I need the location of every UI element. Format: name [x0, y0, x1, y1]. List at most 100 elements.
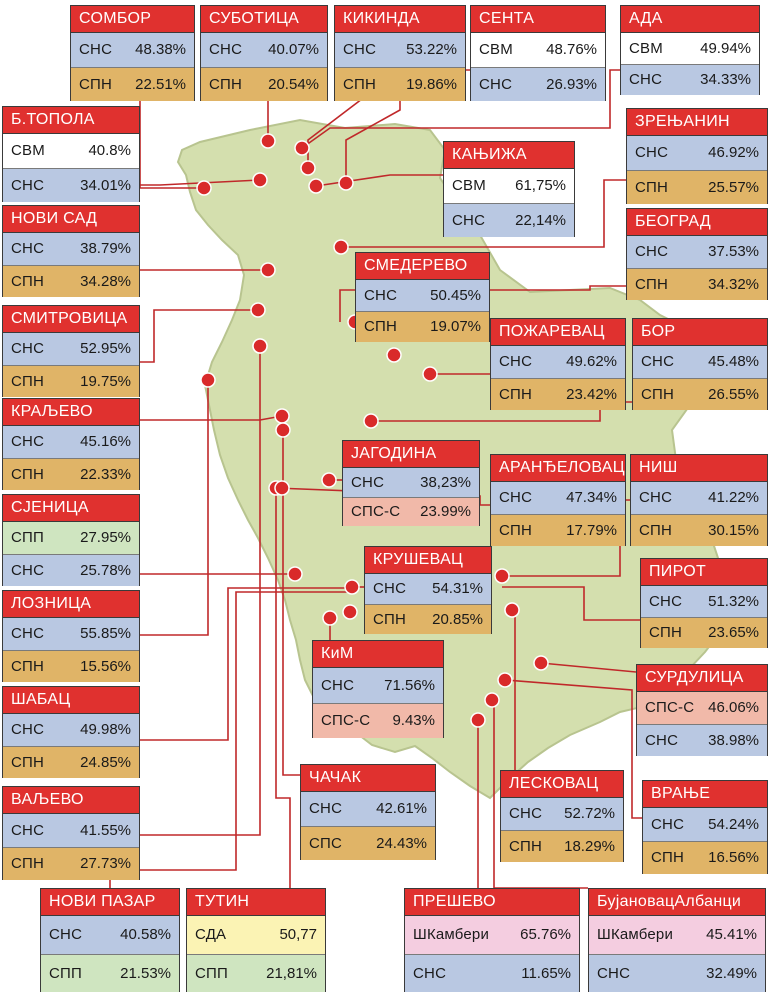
- cacak-city-dot[interactable]: [275, 422, 291, 438]
- novisad-city-dot[interactable]: [260, 262, 276, 278]
- novipazar-results-box[interactable]: НОВИ ПАЗАР СНС 40.58% СПП 21.53%: [40, 888, 180, 992]
- party-label: СПС: [309, 834, 343, 852]
- bujanovac-results-box[interactable]: БујановацАлбанци ШКамбери 45.41% СНС 32.49%: [588, 888, 766, 992]
- vranje-city-dot[interactable]: [497, 672, 513, 688]
- leskovac-title: ЛЕСКОВАЦ: [501, 771, 623, 798]
- zrenjanin-results-box[interactable]: ЗРЕЊАНИН СНС 46.92% СПН 25.57%: [626, 108, 768, 204]
- pozarevac-title: ПОЖАРЕВАЦ: [491, 319, 625, 346]
- krusevac-result-row: СНС 54.31%: [365, 574, 491, 604]
- surdulica-city-dot[interactable]: [533, 655, 549, 671]
- zrenjanin-connector-line: [341, 179, 626, 248]
- leskovac-city-dot[interactable]: [504, 602, 520, 618]
- party-label: СНС: [645, 731, 679, 749]
- nis-results-box[interactable]: НИШ СНС 41.22% СПН 30.15%: [630, 454, 768, 546]
- valjevo-city-dot[interactable]: [252, 338, 268, 354]
- party-label: СПС-С: [645, 699, 695, 717]
- kraljevo-results-box[interactable]: КРАЉЕВО СНС 45.16% СПН 22.33%: [2, 398, 140, 490]
- arandjelovac-results-box[interactable]: АРАНЂЕЛОВАЦ СНС 47.34% СПН 17.79%: [490, 454, 626, 546]
- bujanovac-city-dot[interactable]: [484, 692, 500, 708]
- kanjiza-results-box[interactable]: КАЊИЖА СВМ 61,75% СНС 22,14%: [443, 141, 575, 237]
- pozarevac-city-dot[interactable]: [422, 366, 438, 382]
- loznica-city-dot[interactable]: [200, 372, 216, 388]
- kikinda-city-dot[interactable]: [338, 175, 354, 191]
- party-label: СВМ: [479, 41, 513, 59]
- bujanovac-title: БујановацАлбанци: [589, 889, 765, 916]
- kraljevo-result-row: СПН 22.33%: [3, 457, 139, 490]
- party-label: СНС: [11, 340, 45, 358]
- smederevo-city-dot[interactable]: [386, 347, 402, 363]
- loznica-results-box[interactable]: ЛОЗНИЦА СНС 55.85% СПН 15.56%: [2, 590, 140, 682]
- cacak-results-box[interactable]: ЧАЧАК СНС 42.61% СПС 24.43%: [300, 764, 436, 860]
- percentage-value: 53.22%: [406, 41, 457, 59]
- senta-results-box[interactable]: СЕНТА СВМ 48.76% СНС 26.93%: [470, 5, 606, 101]
- leskovac-result-row: СПН 18.29%: [501, 829, 623, 862]
- surdulica-results-box[interactable]: СУРДУЛИЦА СПС-С 46.06% СНС 38.98%: [636, 664, 768, 756]
- krusevac-results-box[interactable]: КРУШЕВАЦ СНС 54.31% СПН 20.85%: [364, 546, 492, 634]
- pirot-connector-line: [502, 586, 640, 621]
- sjenica-result-row: СПП 27.95%: [3, 522, 139, 554]
- percentage-value: 49.94%: [700, 39, 751, 57]
- sjenica-results-box[interactable]: СЈЕНИЦА СПП 27.95% СНС 25.78%: [2, 494, 140, 586]
- valjevo-results-box[interactable]: ВАЉЕВО СНС 41.55% СПН 27.73%: [2, 786, 140, 880]
- tutin-results-box[interactable]: ТУТИН СДА 50,77 СПП 21,81%: [186, 888, 326, 992]
- party-label: СПН: [79, 75, 113, 93]
- party-label: СПН: [635, 178, 669, 196]
- senta-city-dot[interactable]: [300, 160, 316, 176]
- jagodina-results-box[interactable]: ЈАГОДИНА СНС 38,23% СПС-С 23.99%: [342, 440, 480, 526]
- percentage-value: 54.24%: [708, 815, 759, 833]
- novipazar-city-dot[interactable]: [342, 604, 358, 620]
- party-label: СПН: [373, 610, 407, 628]
- party-label: СНС: [629, 71, 663, 89]
- smederevo-results-box[interactable]: СМЕДЕРЕВО СНС 50.45% СПН 19.07%: [355, 252, 490, 342]
- sjenica-city-dot[interactable]: [287, 566, 303, 582]
- percentage-value: 21.53%: [120, 964, 171, 982]
- vranje-title: ВРАЊЕ: [643, 781, 767, 808]
- presevo-results-box[interactable]: ПРЕШЕВО ШКамбери 65.76% СНС 11.65%: [404, 888, 580, 992]
- party-label: СПН: [11, 372, 45, 390]
- bujanovac-result-row: ШКамбери 45.41%: [589, 916, 765, 954]
- pozarevac-results-box[interactable]: ПОЖАРЕВАЦ СНС 49.62% СПН 23.42%: [490, 318, 626, 410]
- kraljevo-city-dot[interactable]: [274, 408, 290, 424]
- sabac-results-box[interactable]: ШАБАЦ СНС 49.98% СПН 24.85%: [2, 686, 140, 778]
- kikinda-results-box[interactable]: КИКИНДА СНС 53.22% СПН 19.86%: [334, 5, 466, 101]
- pirot-results-box[interactable]: ПИРОТ СНС 51.32% СПН 23.65%: [640, 558, 768, 648]
- kim-results-box[interactable]: КиМ СНС 71.56% СПС-С 9.43%: [312, 640, 444, 738]
- percentage-value: 40.8%: [88, 142, 131, 160]
- subotica-results-box[interactable]: СУБОТИЦА СНС 40.07% СПН 20.54%: [200, 5, 328, 101]
- leskovac-results-box[interactable]: ЛЕСКОВАЦ СНС 52.72% СПН 18.29%: [500, 770, 624, 862]
- ada-results-box[interactable]: АДА СВМ 49.94% СНС 34.33%: [620, 5, 760, 95]
- party-label: СПП: [11, 529, 44, 547]
- sombor-results-box[interactable]: СОМБОР СНС 48.38% СПН 22.51%: [70, 5, 195, 101]
- ada-city-dot[interactable]: [294, 140, 310, 156]
- party-label: СПН: [499, 385, 533, 403]
- presevo-city-dot[interactable]: [470, 712, 486, 728]
- zrenjanin-city-dot[interactable]: [333, 239, 349, 255]
- novipazar-title: НОВИ ПАЗАР: [41, 889, 179, 916]
- jagodina-city-dot[interactable]: [321, 472, 337, 488]
- kraljevo-result-row: СНС 45.16%: [3, 426, 139, 458]
- novisad-results-box[interactable]: НОВИ САД СНС 38.79% СПН 34.28%: [2, 205, 140, 297]
- party-label: СНС: [11, 176, 45, 194]
- kanjiza-city-dot[interactable]: [308, 178, 324, 194]
- party-label: СНС: [651, 815, 685, 833]
- party-label: СПН: [649, 624, 683, 642]
- tutin-city-dot[interactable]: [274, 480, 290, 496]
- subotica-city-dot[interactable]: [260, 133, 276, 149]
- percentage-value: 20.85%: [432, 610, 483, 628]
- percentage-value: 32.49%: [706, 964, 757, 982]
- smitrovica-results-box[interactable]: СМИТРОВИЦА СНС 52.95% СПН 19.75%: [2, 305, 140, 397]
- btopola-results-box[interactable]: Б.ТОПОЛА СВМ 40.8% СНС 34.01%: [2, 106, 140, 202]
- sombor-city-dot[interactable]: [196, 180, 212, 196]
- krusevac-city-dot[interactable]: [344, 579, 360, 595]
- subotica-result-row: СПН 20.54%: [201, 66, 327, 101]
- bor-results-box[interactable]: БОР СНС 45.48% СПН 26.55%: [632, 318, 768, 410]
- btopola-city-dot[interactable]: [252, 172, 268, 188]
- smitrovica-city-dot[interactable]: [250, 302, 266, 318]
- vranje-results-box[interactable]: ВРАЊЕ СНС 54.24% СПН 16.56%: [642, 780, 768, 874]
- beograd-results-box[interactable]: БЕОГРАД СНС 37.53% СПН 34.32%: [626, 208, 768, 300]
- sabac-result-row: СНС 49.98%: [3, 714, 139, 746]
- nis-city-dot[interactable]: [494, 568, 510, 584]
- kim-city-dot[interactable]: [322, 610, 338, 626]
- party-label: СНС: [373, 580, 407, 598]
- bor-city-dot[interactable]: [363, 413, 379, 429]
